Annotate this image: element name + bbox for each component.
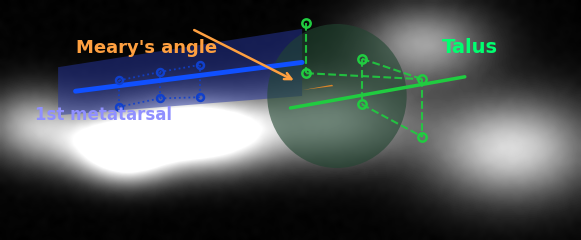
Wedge shape — [303, 85, 333, 90]
Ellipse shape — [267, 24, 407, 168]
Text: Meary's angle: Meary's angle — [76, 39, 217, 57]
Text: Talus: Talus — [442, 38, 497, 57]
Polygon shape — [58, 29, 302, 115]
Text: 1st metatarsal: 1st metatarsal — [35, 106, 172, 124]
